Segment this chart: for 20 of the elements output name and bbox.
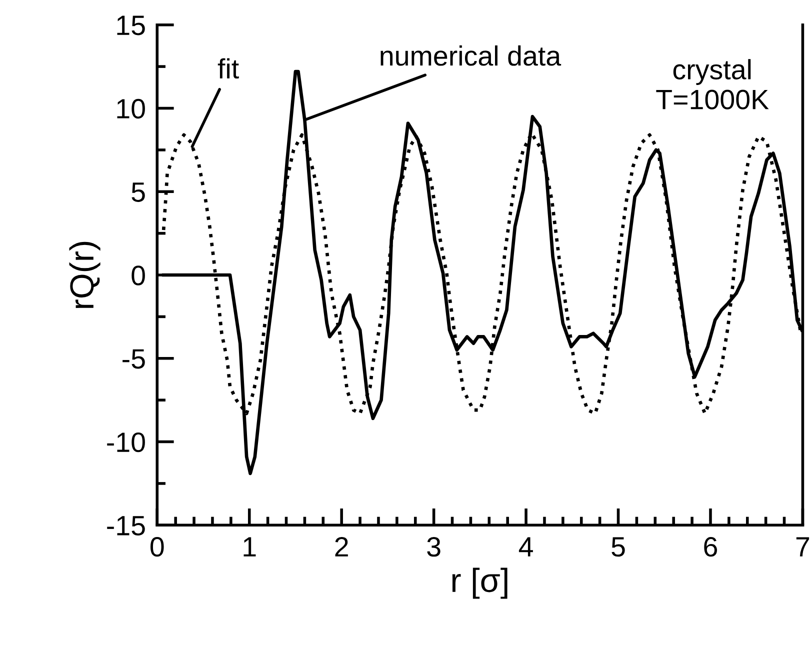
x-tick-label: 3 bbox=[427, 537, 440, 557]
x-tick-label: 4 bbox=[518, 537, 533, 556]
x-axis-title: r [σ] bbox=[452, 568, 508, 599]
x-tick-label: 5 bbox=[612, 537, 625, 557]
x-tick-label: 6 bbox=[704, 537, 717, 557]
x-tick-label: 7 bbox=[796, 537, 810, 556]
y-tick-label: -10 bbox=[107, 432, 145, 452]
y-tick-label: 5 bbox=[132, 182, 145, 202]
annotation: fit bbox=[218, 58, 239, 79]
x-tick-label: 2 bbox=[335, 537, 348, 556]
x-tick-label: 1 bbox=[244, 537, 256, 556]
annotation: numerical data bbox=[380, 45, 562, 66]
y-tick-label: 10 bbox=[117, 98, 145, 119]
y-tick-label: 15 bbox=[117, 16, 145, 36]
y-tick-label: 0 bbox=[132, 266, 145, 286]
y-tick-label: -5 bbox=[122, 349, 145, 369]
annotation: crystal T=1000K bbox=[656, 59, 769, 110]
y-tick-label: -15 bbox=[107, 516, 145, 536]
x-tick-label: 0 bbox=[150, 537, 164, 557]
y-axis-title: rQ(r) bbox=[69, 242, 100, 308]
